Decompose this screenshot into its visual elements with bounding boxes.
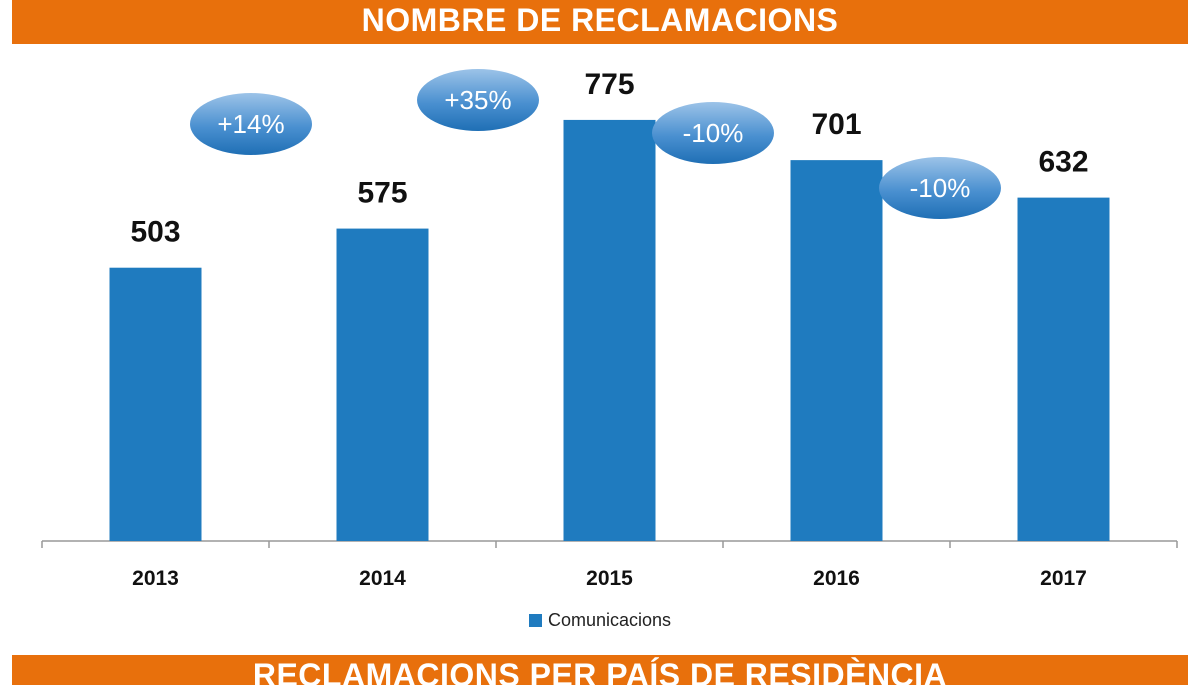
legend-label: Comunicacions [547, 610, 672, 630]
x-tick-label: 2013 [132, 567, 179, 590]
next-section-title: RECLAMACIONS PER PAÍS DE RESIDÈNCIA [252, 657, 948, 685]
legend: Comunicacions [0, 610, 1200, 631]
change-bubble [652, 102, 774, 164]
data-label: 775 [584, 68, 634, 101]
change-bubble [879, 157, 1001, 219]
bar-2017 [1017, 197, 1110, 541]
legend-swatch [528, 614, 542, 627]
bar-2016 [790, 160, 883, 541]
change-bubble [417, 69, 539, 131]
x-tick-label: 2016 [813, 567, 860, 590]
data-label: 701 [811, 108, 861, 141]
bar-2014 [336, 228, 429, 542]
bar-2015 [563, 119, 656, 542]
data-label: 575 [357, 177, 407, 210]
change-label: +14% [217, 109, 284, 139]
chart-title-band: NOMBRE DE RECLAMACIONS [12, 0, 1188, 44]
bar-2013 [109, 267, 202, 541]
x-tick-label: 2014 [359, 567, 406, 590]
data-label: 503 [130, 216, 180, 249]
x-tick-label: 2017 [1040, 567, 1087, 590]
data-label: 632 [1038, 146, 1088, 179]
next-section-band: RECLAMACIONS PER PAÍS DE RESIDÈNCIA [12, 655, 1188, 685]
change-label: -10% [683, 118, 744, 148]
change-bubble [190, 93, 312, 155]
x-tick-label: 2015 [586, 567, 633, 590]
chart-title: NOMBRE DE RECLAMACIONS [361, 2, 839, 38]
change-label: -10% [910, 173, 971, 203]
change-label: +35% [444, 85, 511, 115]
